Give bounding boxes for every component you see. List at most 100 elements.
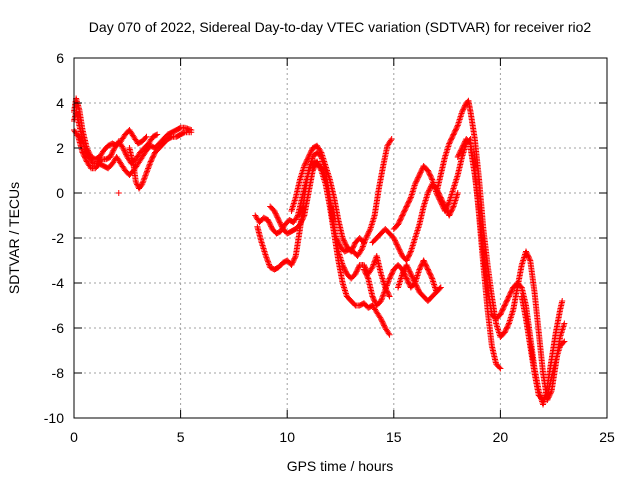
data-point [404,202,411,209]
data-point [436,285,443,292]
data-point [265,218,272,225]
data-point [423,262,430,269]
axis-ticks: 0 5 10 15 20 25 -10 -8 -6 -4 -2 0 2 4 6 [44,50,615,445]
data-point [497,365,504,372]
data-point [404,263,411,270]
data-point [456,150,463,157]
data-point [139,179,146,186]
data-point [362,270,369,277]
data-point [443,205,450,212]
y-tick-label: 0 [56,185,64,201]
data-point [447,209,454,216]
data-point [507,290,514,297]
data-point [525,253,532,260]
data-point [145,164,152,171]
data-point [314,158,321,165]
y-tick-label: 4 [56,95,64,111]
data-point [309,167,316,174]
data-point [407,195,414,202]
data-point [451,130,458,137]
data-point [383,283,390,290]
data-point [424,190,431,196]
data-point [406,197,413,204]
data-point [83,148,90,155]
data-point [359,238,366,245]
data-point [110,146,117,153]
data-point [504,324,511,331]
data-point [498,310,505,317]
series-12 [395,262,444,304]
data-point [450,131,457,138]
data-point [410,276,417,283]
data-point [365,229,372,236]
data-point [388,271,395,278]
data-point [364,274,371,281]
data-point [404,264,411,271]
data-point [508,288,515,295]
data-point [149,154,156,161]
data-point [266,220,273,227]
data-point [438,200,445,207]
data-point [424,167,431,174]
data-point [107,154,114,160]
data-point [264,257,271,264]
data-point [306,152,313,159]
data-point [357,247,364,254]
data-point [138,182,145,189]
x-tick-label: 5 [177,429,185,445]
data-point [502,301,509,308]
data-point [438,201,445,208]
data-point [405,265,412,272]
data-point [502,299,509,306]
data-point [403,203,410,210]
data-point [275,217,282,223]
data-point [341,238,348,245]
data-point [315,161,322,168]
data-point [452,127,459,134]
data-point [388,136,395,142]
data-point [391,236,398,243]
data-point [276,218,283,225]
data-point [461,139,468,146]
data-point [455,151,462,158]
data-point [290,258,297,265]
data-point [142,134,149,141]
data-point [504,296,511,303]
data-point [359,244,366,251]
data-point [504,297,511,304]
data-point [524,252,531,259]
data-point [454,190,461,196]
data-point [354,267,361,274]
data-point [132,178,139,185]
data-point [360,266,367,273]
data-point [442,206,449,213]
data-point [503,325,510,332]
data-point [143,133,150,140]
data-point [80,150,87,157]
data-point [448,136,455,143]
data-point [461,103,468,110]
data-point [278,222,285,229]
data-point [371,298,378,305]
data-point [386,293,393,300]
data-point [355,264,362,271]
data-point [148,155,155,162]
data-point [435,195,442,202]
data-point [141,175,148,182]
data-point [306,151,313,158]
data-point [291,255,298,262]
data-point [424,265,431,272]
data-point [366,228,373,235]
data-point [427,184,434,191]
data-point [506,292,513,299]
data-point [380,290,387,297]
data-point [349,244,356,251]
data-point [502,328,509,335]
data-point [393,241,400,248]
data-point [363,233,370,240]
data-point [368,265,375,272]
data-point [121,147,128,154]
data-point [404,276,411,283]
data-point [315,162,322,169]
data-point [289,260,296,267]
